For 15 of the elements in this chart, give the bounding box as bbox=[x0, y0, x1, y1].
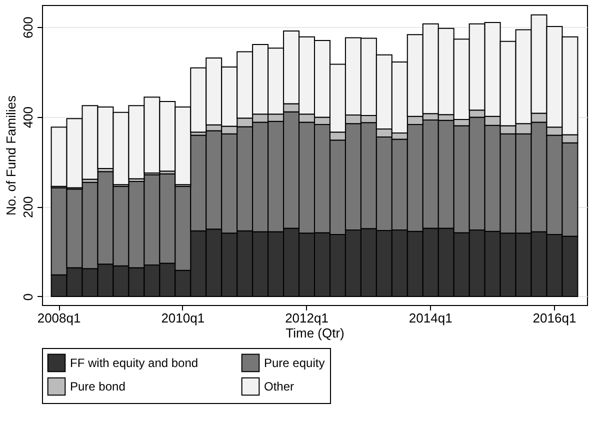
legend-label: FF with equity and bond bbox=[70, 356, 198, 370]
x-tick-label: 2008q1 bbox=[37, 310, 81, 326]
y-tick-label: 400 bbox=[20, 106, 36, 128]
y-axis-title: No. of Fund Families bbox=[4, 95, 18, 216]
legend-label: Other bbox=[264, 380, 294, 394]
y-tick-label: 200 bbox=[20, 196, 36, 218]
x-axis-title: Time (Qtr) bbox=[286, 326, 344, 340]
x-tick-label: 2016q1 bbox=[532, 310, 576, 326]
x-tick-label: 2010q1 bbox=[161, 310, 205, 326]
x-tick-label: 2012q1 bbox=[285, 310, 328, 326]
legend-label: Pure bond bbox=[70, 380, 126, 394]
y-tick-label: 600 bbox=[20, 16, 36, 38]
legend-label: Pure equity bbox=[264, 356, 325, 370]
y-tick-label: 0 bbox=[20, 293, 36, 301]
x-tick-label: 2014q1 bbox=[408, 310, 452, 326]
